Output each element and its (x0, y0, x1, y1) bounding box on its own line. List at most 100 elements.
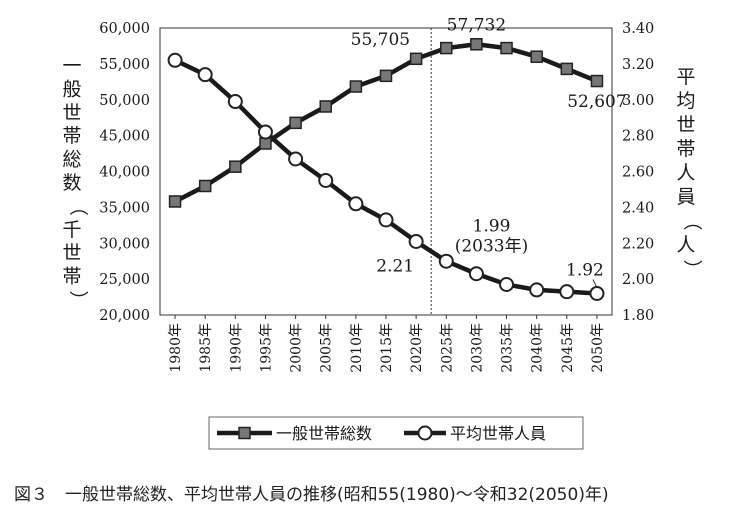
household-size-point (288, 151, 304, 167)
left-tick-label: 50,000 (99, 93, 150, 109)
right-tick-label: 2.00 (622, 272, 654, 288)
right-axis-title-char: 帯 (676, 138, 695, 160)
right-tick-label: 3.40 (622, 21, 654, 37)
legend-label-households: 一般世帯総数 (276, 424, 372, 443)
left-tick-label: 20,000 (99, 308, 150, 324)
right-tick-label: 2.20 (622, 236, 654, 252)
annotation-2020-households: 55,705 (351, 30, 410, 50)
household-size-point (348, 196, 364, 212)
x-tick-label: 2035年 (500, 323, 516, 373)
household-size-point (589, 285, 605, 301)
household-count-point (440, 41, 453, 55)
household-count-point (229, 160, 242, 173)
left-tick-label: 25,000 (99, 272, 150, 288)
x-tick-label: 2010年 (349, 323, 365, 373)
right-axis-title-char: （ (681, 211, 703, 230)
household-size-point (559, 284, 575, 300)
left-tick-label: 40,000 (99, 165, 150, 181)
left-axis-title-char: 帯 (62, 266, 81, 288)
household-size-point (167, 52, 183, 68)
left-tick-label: 60,000 (99, 21, 150, 37)
household-size-point (438, 253, 454, 269)
legend: 一般世帯総数 平均世帯人員 (208, 416, 584, 450)
left-axis-title-char: （ (67, 197, 89, 216)
x-tick-label: 2000年 (289, 323, 305, 373)
right-axis-title-char: ） (681, 259, 703, 278)
left-axis-title-char: 一 (62, 55, 81, 77)
series-markers (167, 38, 605, 301)
household-size-point (378, 212, 394, 228)
legend-marker-households (238, 426, 251, 440)
household-size-point (529, 282, 545, 298)
x-tick-label: 2005年 (319, 323, 335, 373)
x-axis-ticks: 1980年 1985年 1990年 1995年 2000年 2005年 2010年 2015年… (168, 315, 606, 373)
household-count-point (198, 179, 212, 193)
right-tick-label: 2.80 (622, 129, 654, 145)
household-size-point (408, 233, 424, 249)
x-tick-label: 2020年 (409, 323, 425, 373)
household-size-point (227, 94, 243, 110)
left-axis-title-char: 世 (62, 242, 81, 264)
chart: 20,000 25,000 30,000 35,000 40,000 45,000 50,0… (62, 15, 703, 450)
household-size-point (499, 277, 515, 293)
annotation-leader-line (592, 279, 598, 288)
left-axis-title-char: 数 (62, 172, 81, 194)
household-count-point (530, 50, 543, 63)
x-tick-label: 1980年 (168, 323, 184, 373)
left-axis-title-char: ） (67, 290, 89, 309)
x-tick-label: 1985年 (198, 323, 214, 373)
annotation-peak-households: 57,732 (447, 15, 506, 35)
right-axis-title-char: 員 (676, 186, 695, 208)
right-axis-title-char: 人 (676, 234, 695, 256)
x-tick-label: 2050年 (590, 323, 606, 373)
left-tick-label: 30,000 (99, 236, 150, 252)
household-count-point (349, 80, 363, 93)
right-tick-label: 3.20 (622, 57, 654, 73)
annotation-2050-size: 1.92 (566, 260, 604, 280)
left-axis-title-char: 世 (62, 102, 81, 124)
household-size-point (318, 172, 334, 188)
left-axis-title: 一般世帯総数（千世帯） (62, 55, 89, 310)
figure-caption: 図３ 一般世帯総数、平均世帯人員の推移(昭和55(1980)～令和32(2050… (14, 485, 609, 505)
right-tick-label: 3.00 (622, 93, 654, 109)
household-count-point (319, 100, 332, 113)
x-tick-label: 2015年 (379, 323, 395, 373)
left-axis-title-char: 般 (62, 78, 81, 100)
annotation-2020-size: 2.21 (376, 256, 414, 276)
right-tick-label: 2.40 (622, 200, 654, 216)
household-count-point (259, 137, 272, 150)
annotation-2050-households: 52,607 (567, 92, 626, 112)
annotations: 55,705 57,732 52,607 1.99(2033年) 2.21 1.92 (351, 15, 627, 288)
left-tick-label: 55,000 (99, 57, 150, 73)
right-tick-label: 1.80 (622, 308, 654, 324)
household-size-point (257, 124, 273, 140)
series-line-1 (174, 42, 598, 204)
x-tick-label: 1995年 (258, 323, 274, 373)
household-count-point (560, 62, 574, 76)
left-tick-label: 35,000 (99, 200, 150, 216)
x-tick-label: 2045年 (560, 323, 576, 373)
legend-label-size: 平均世帯人員 (450, 424, 546, 443)
right-axis-title-char: 世 (676, 114, 695, 136)
legend-marker-size (417, 425, 433, 441)
right-axis-title: 平均世帯人員（人） (676, 66, 703, 279)
left-axis-title-char: 帯 (62, 125, 81, 147)
right-axis-ticks: 1.80 2.00 2.20 2.40 2.60 2.80 3.00 3.20 3.40 (622, 21, 654, 324)
x-tick-label: 2030年 (469, 323, 485, 373)
x-tick-label: 2025年 (439, 323, 455, 373)
household-count-point (289, 116, 302, 130)
x-tick-label: 1990年 (228, 323, 244, 373)
household-count-point (590, 74, 604, 88)
x-tick-label: 2040年 (530, 323, 546, 373)
right-axis-title-char: 人 (676, 162, 695, 184)
left-axis-title-char: 千 (62, 219, 81, 241)
right-axis-title-char: 均 (676, 90, 695, 112)
left-axis-ticks: 20,000 25,000 30,000 35,000 40,000 45,000 50,0… (99, 21, 150, 324)
household-count-point (409, 52, 423, 66)
left-tick-label: 45,000 (99, 129, 150, 145)
household-size-point (197, 67, 213, 83)
household-count-point (168, 195, 182, 208)
left-axis-title-char: 総 (62, 149, 81, 171)
right-axis-title-char: 平 (676, 66, 695, 88)
annotation-2033-size: 1.99 (473, 217, 511, 237)
